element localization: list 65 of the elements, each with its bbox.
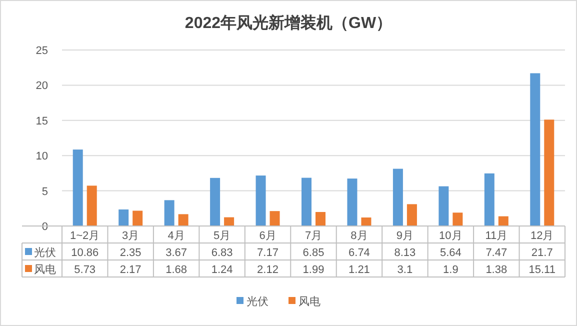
text: 风电	[298, 296, 320, 308]
bar	[530, 73, 540, 226]
data-label: 5.64	[440, 247, 462, 259]
data-label: 1.9	[443, 264, 458, 276]
data-label: 6.74	[348, 247, 370, 259]
y-tick-label: 10	[36, 150, 48, 163]
data-label: 3.1	[397, 264, 413, 276]
x-tick-label: 7月	[304, 230, 322, 242]
y-tick-label: 5	[42, 186, 48, 198]
bar	[132, 210, 143, 226]
data-label: 8.13	[394, 247, 416, 259]
bar	[270, 211, 280, 226]
bar	[484, 173, 494, 226]
data-label: 2.35	[120, 247, 142, 259]
bar	[164, 200, 174, 226]
y-tick-label: 20	[36, 80, 48, 92]
data-label: 5.73	[74, 264, 96, 276]
x-tick-label: 12月	[530, 230, 554, 242]
data-label: 15.11	[528, 264, 556, 276]
y-tick-label: 25	[36, 45, 48, 57]
bar	[210, 178, 220, 226]
x-tick-label: 3月	[122, 230, 140, 242]
data-label: 7.17	[257, 247, 278, 259]
data-label: 3.67	[166, 247, 188, 259]
data-label: 1.21	[348, 264, 370, 276]
bar	[498, 216, 508, 226]
data-label: 2.17	[120, 264, 142, 276]
x-tick-label: 10月	[439, 230, 462, 242]
x-tick-label: 4月	[168, 230, 185, 242]
legend-label: 光伏	[34, 246, 56, 259]
x-tick-label: 11月	[485, 230, 508, 242]
bar	[392, 168, 403, 226]
chart-title: 2022年风光新增装机（GW）	[184, 14, 392, 32]
bar	[302, 178, 312, 226]
x-tick-label: 9月	[396, 230, 414, 242]
data-label: 2.12	[257, 264, 278, 276]
data-label: 1.99	[302, 264, 324, 276]
bar	[361, 217, 372, 226]
bar	[406, 204, 417, 226]
text: 光伏	[246, 296, 268, 308]
data-label: 1.68	[166, 264, 188, 276]
data-label: 6.83	[211, 247, 233, 259]
data-label: 1.24	[211, 264, 233, 276]
y-tick-label: 15	[36, 115, 48, 128]
data-label: 10.86	[71, 247, 99, 259]
bar	[178, 214, 188, 226]
bar	[316, 212, 326, 226]
data-label: 7.47	[486, 247, 508, 259]
x-tick-label: 5月	[213, 230, 231, 242]
x-tick-label: 8月	[350, 230, 368, 242]
bar	[438, 186, 449, 226]
bar	[256, 176, 266, 226]
bar	[72, 150, 83, 226]
x-tick-label: 6月	[259, 230, 276, 242]
bar	[452, 212, 463, 226]
bar	[86, 186, 97, 226]
bar	[544, 120, 554, 226]
legend-label: 风电	[34, 263, 56, 276]
data-label: 1.38	[486, 264, 508, 276]
x-tick-label: 1~2月	[70, 230, 100, 242]
data-label: 21.7	[531, 247, 553, 259]
bar	[118, 209, 129, 226]
data-label: 6.85	[302, 247, 324, 259]
bar	[347, 178, 358, 226]
bar	[224, 217, 234, 226]
